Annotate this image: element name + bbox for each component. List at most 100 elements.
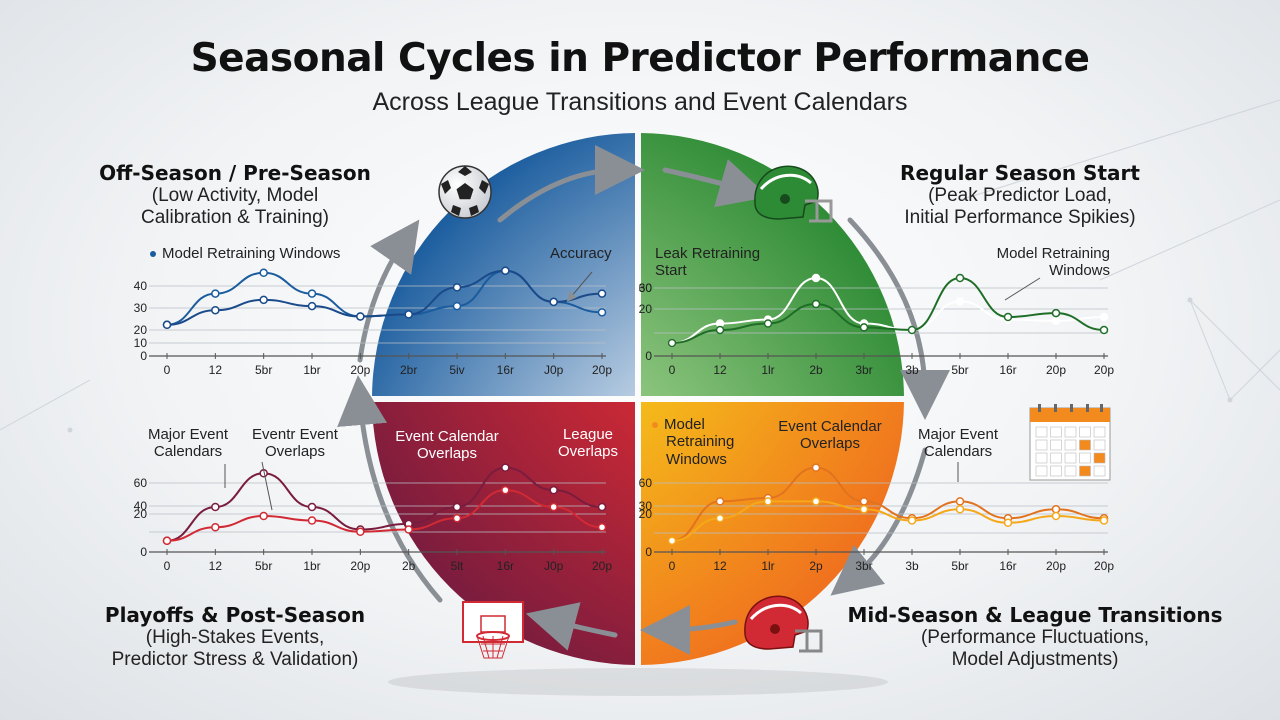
calendar-cell — [1093, 426, 1106, 438]
y-tick-label: 0 — [140, 349, 147, 363]
annotation-line: Overlaps — [799, 435, 861, 453]
x-tick-label: 5br — [951, 559, 968, 573]
phase-desc-line: Model Adjustments) — [951, 648, 1119, 670]
phase-regular-season: Regular Season Start (Peak Predictor Loa… — [880, 162, 1160, 229]
annotation-eventr-event: Eventr Event Overlaps — [240, 426, 350, 461]
y-tick-label: 10 — [134, 336, 148, 350]
y-tick-label: 60 — [134, 476, 148, 490]
data-point — [1099, 312, 1109, 322]
calendar-cell — [1050, 452, 1062, 464]
calendar-cell — [1079, 426, 1091, 438]
calendar-cell — [1079, 452, 1091, 464]
data-point — [955, 273, 965, 283]
data-point — [404, 310, 413, 319]
x-tick-label: 5lt — [451, 559, 464, 573]
data-point — [549, 297, 558, 307]
data-point — [211, 305, 220, 315]
quadrant-playoffs — [372, 402, 635, 665]
x-tick-label: 20p — [592, 363, 612, 377]
calendar-cell — [1079, 465, 1091, 477]
data-point — [597, 523, 607, 532]
x-tick-label: 16r — [999, 559, 1016, 573]
phase-title: Playoffs & Post-Season — [104, 603, 366, 627]
x-tick-label: 2b — [402, 559, 416, 573]
data-point — [211, 502, 220, 512]
x-tick-label: 5br — [255, 363, 272, 377]
data-point — [162, 320, 172, 330]
data-point — [859, 497, 869, 506]
annotation-major-event-right: Major Event Calendars — [908, 426, 1008, 461]
annotation-event-calendar-right: Event Calendar Overlaps — [775, 418, 885, 453]
calendar-cell — [1050, 439, 1062, 451]
data-point — [667, 338, 677, 348]
x-tick-label: 16r — [999, 363, 1016, 377]
y-tick-label: 0 — [140, 545, 147, 559]
x-tick-label: 20p — [350, 363, 370, 377]
data-point — [211, 289, 220, 298]
x-tick-label: 12 — [209, 363, 223, 377]
y-tick-label: 20 — [134, 507, 148, 521]
arrow-top-left — [497, 145, 645, 223]
phase-desc-line: (Performance Fluctuations, — [920, 627, 1150, 648]
calendar-cell — [1093, 439, 1106, 451]
x-tick-label: 0 — [669, 363, 676, 377]
annotation-line: Major Event — [147, 426, 229, 443]
x-tick-label: 20p — [1094, 363, 1114, 377]
arrow-right-down — [847, 217, 950, 420]
x-tick-label: 2p — [809, 559, 823, 573]
data-point — [452, 502, 462, 512]
series-line — [671, 500, 1105, 542]
data-point — [955, 297, 965, 306]
calendar-cell — [1035, 452, 1048, 464]
data-point — [501, 463, 510, 472]
data-point — [259, 268, 268, 278]
basketball-hoop-icon — [462, 601, 524, 659]
arrow-top-right — [662, 159, 770, 208]
annotation-line: Event Calendar — [395, 428, 499, 445]
data-point — [811, 299, 821, 309]
annotation-line: Model — [664, 416, 705, 433]
phase-title: Off-Season / Pre-Season — [99, 161, 371, 185]
calendar-cell — [1035, 426, 1048, 438]
calendar-cell — [1064, 426, 1077, 438]
red-helmet-icon — [744, 595, 823, 653]
data-point — [1003, 312, 1013, 322]
x-tick-label: 0 — [669, 559, 676, 573]
series-line — [166, 269, 603, 326]
y-tick-label: 60 — [639, 281, 653, 295]
annotation-event-calendar-left: Event Calendar Overlaps — [392, 428, 502, 463]
data-point — [763, 319, 773, 328]
data-point — [307, 301, 317, 311]
annotation-line: Overlaps — [557, 443, 619, 461]
arrow-right-lower — [830, 447, 928, 596]
data-point — [1051, 511, 1061, 521]
data-point — [404, 525, 413, 534]
data-point — [211, 523, 220, 532]
data-point — [452, 514, 462, 523]
data-point — [715, 325, 725, 335]
calendar-cell — [1064, 465, 1077, 477]
y-tick-label: 30 — [134, 301, 148, 315]
x-tick-label: 3br — [855, 559, 872, 573]
series-line — [671, 276, 1105, 344]
annotation-model-retraining: Model Retraining Windows — [970, 245, 1110, 280]
x-tick-label: 12 — [713, 559, 727, 573]
annotation-pointers — [224, 271, 1041, 511]
phase-off-season: Off-Season / Pre-Season (Low Activity, M… — [90, 162, 380, 229]
phase-desc-line: (High-Stakes Events, — [145, 627, 325, 648]
data-point — [597, 308, 607, 317]
x-tick-label: 3br — [855, 363, 872, 377]
data-point — [667, 536, 677, 545]
arrow-bottom-left — [525, 602, 618, 651]
data-point — [763, 497, 773, 506]
data-point — [715, 497, 725, 506]
x-tick-label: J0p — [544, 559, 564, 573]
x-tick-label: 0 — [164, 363, 171, 377]
x-tick-label: 5br — [255, 559, 272, 573]
annotation-line: Overlaps — [416, 445, 478, 463]
calendar-cell — [1093, 452, 1106, 464]
data-point — [955, 497, 965, 506]
data-point — [1099, 325, 1109, 335]
data-point — [907, 516, 917, 525]
